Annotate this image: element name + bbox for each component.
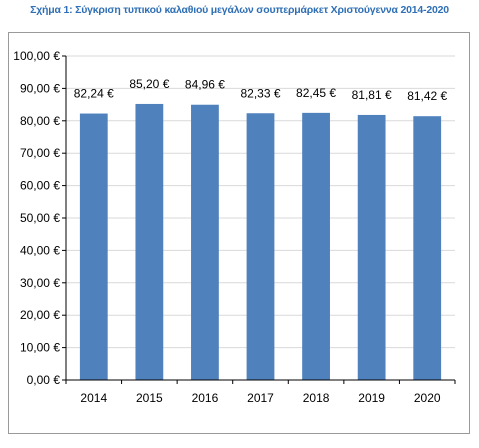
y-tick-label: 80,00 € <box>20 114 60 128</box>
chart-title: Σχήμα 1: Σύγκριση τυπικού καλαθιού μεγάλ… <box>30 4 449 16</box>
bar <box>357 114 386 380</box>
x-tick-label: 2014 <box>80 391 107 405</box>
y-tick-label: 90,00 € <box>20 81 60 95</box>
data-label: 85,20 € <box>129 77 169 91</box>
y-tick-label: 60,00 € <box>20 179 60 193</box>
x-tick-label: 2018 <box>303 391 330 405</box>
bar <box>135 103 164 381</box>
y-tick-labels: 0,00 € 10,00 € 20,00 € 30,00 € 40,00 € 50,00 … <box>13 49 60 387</box>
x-tick-label: 2017 <box>247 391 274 405</box>
bar <box>302 112 330 380</box>
data-label: 81,81 € <box>352 88 392 102</box>
data-label: 82,33 € <box>240 86 280 100</box>
bar <box>413 116 442 380</box>
y-tick-label: 20,00 € <box>20 308 60 322</box>
y-tick-label: 10,00 € <box>20 341 60 355</box>
x-tick-label: 2016 <box>192 391 219 405</box>
data-label: 81,42 € <box>407 89 447 103</box>
bar <box>79 113 108 381</box>
data-label: 82,45 € <box>296 86 336 100</box>
bars <box>79 103 442 381</box>
y-tick-label: 30,00 € <box>20 276 60 290</box>
x-tick-label: 2020 <box>414 391 441 405</box>
y-tick-label: 100,00 € <box>13 49 60 63</box>
y-tick-label: 40,00 € <box>20 243 60 257</box>
data-labels: 82,24 € 85,20 € 84,96 € 82,33 € 82,45 € 81,81… <box>74 77 448 103</box>
bar <box>246 113 275 381</box>
y-tick-label: 70,00 € <box>20 146 60 160</box>
x-tick-label: 2015 <box>136 391 163 405</box>
axes <box>62 55 456 384</box>
x-tick-labels: 2014 2015 2016 2017 2018 2019 2020 <box>80 391 440 405</box>
data-label: 82,24 € <box>74 87 114 101</box>
data-label: 84,96 € <box>185 78 225 92</box>
y-tick-label: 50,00 € <box>20 211 60 225</box>
bar <box>191 104 219 380</box>
x-tick-label: 2019 <box>358 391 385 405</box>
y-tick-label: 0,00 € <box>27 373 61 387</box>
